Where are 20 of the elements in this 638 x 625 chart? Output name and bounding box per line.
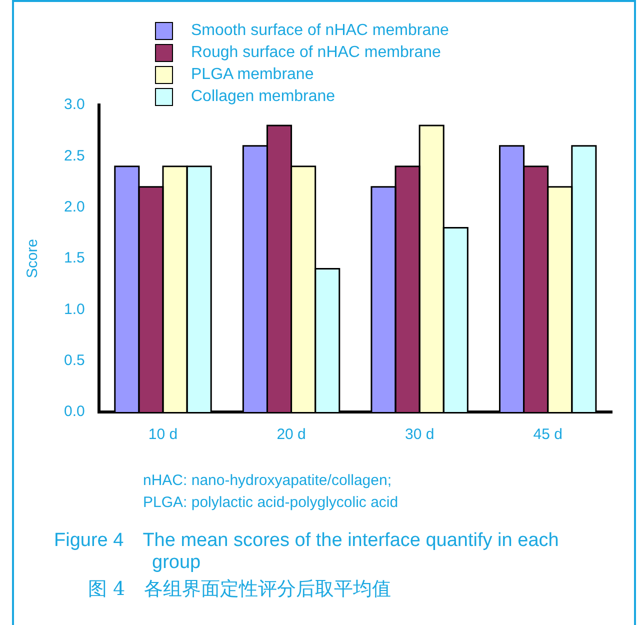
text: nHAC: nano-hydroxyapatite/collagen; [143, 471, 392, 491]
legend-label: Collagen membrane [191, 87, 336, 107]
y-tick-label: 0.5 [64, 352, 85, 369]
y-tick-label: 2.0 [64, 198, 85, 216]
y-tick-label: 1.5 [64, 250, 85, 267]
y-tick-label: 3.0 [64, 96, 85, 114]
legend-label: Rough surface of nHAC membrane [191, 43, 441, 63]
text: Figure 4 The mean scores of the interface quantify in each group [54, 530, 560, 574]
x-tick-label: 45 d [533, 426, 562, 444]
text: PLGA: polylactic acid-polyglycolic acid [143, 493, 398, 513]
x-tick-label: 30 d [404, 426, 434, 444]
text: 图 4 各组界面定性评分后取平均值 [88, 577, 392, 602]
y-axis-title: Score [24, 238, 42, 278]
y-tick-label: 0.0 [64, 403, 85, 420]
y-tick-label: 1.0 [64, 300, 85, 318]
x-tick-label: 20 d [276, 426, 306, 444]
legend-label: Smooth surface of nHAC membrane [191, 21, 449, 41]
x-tick-label: 10 d [148, 426, 178, 444]
y-tick-label: 2.5 [64, 147, 85, 164]
legend-label: PLGA membrane [191, 65, 314, 85]
